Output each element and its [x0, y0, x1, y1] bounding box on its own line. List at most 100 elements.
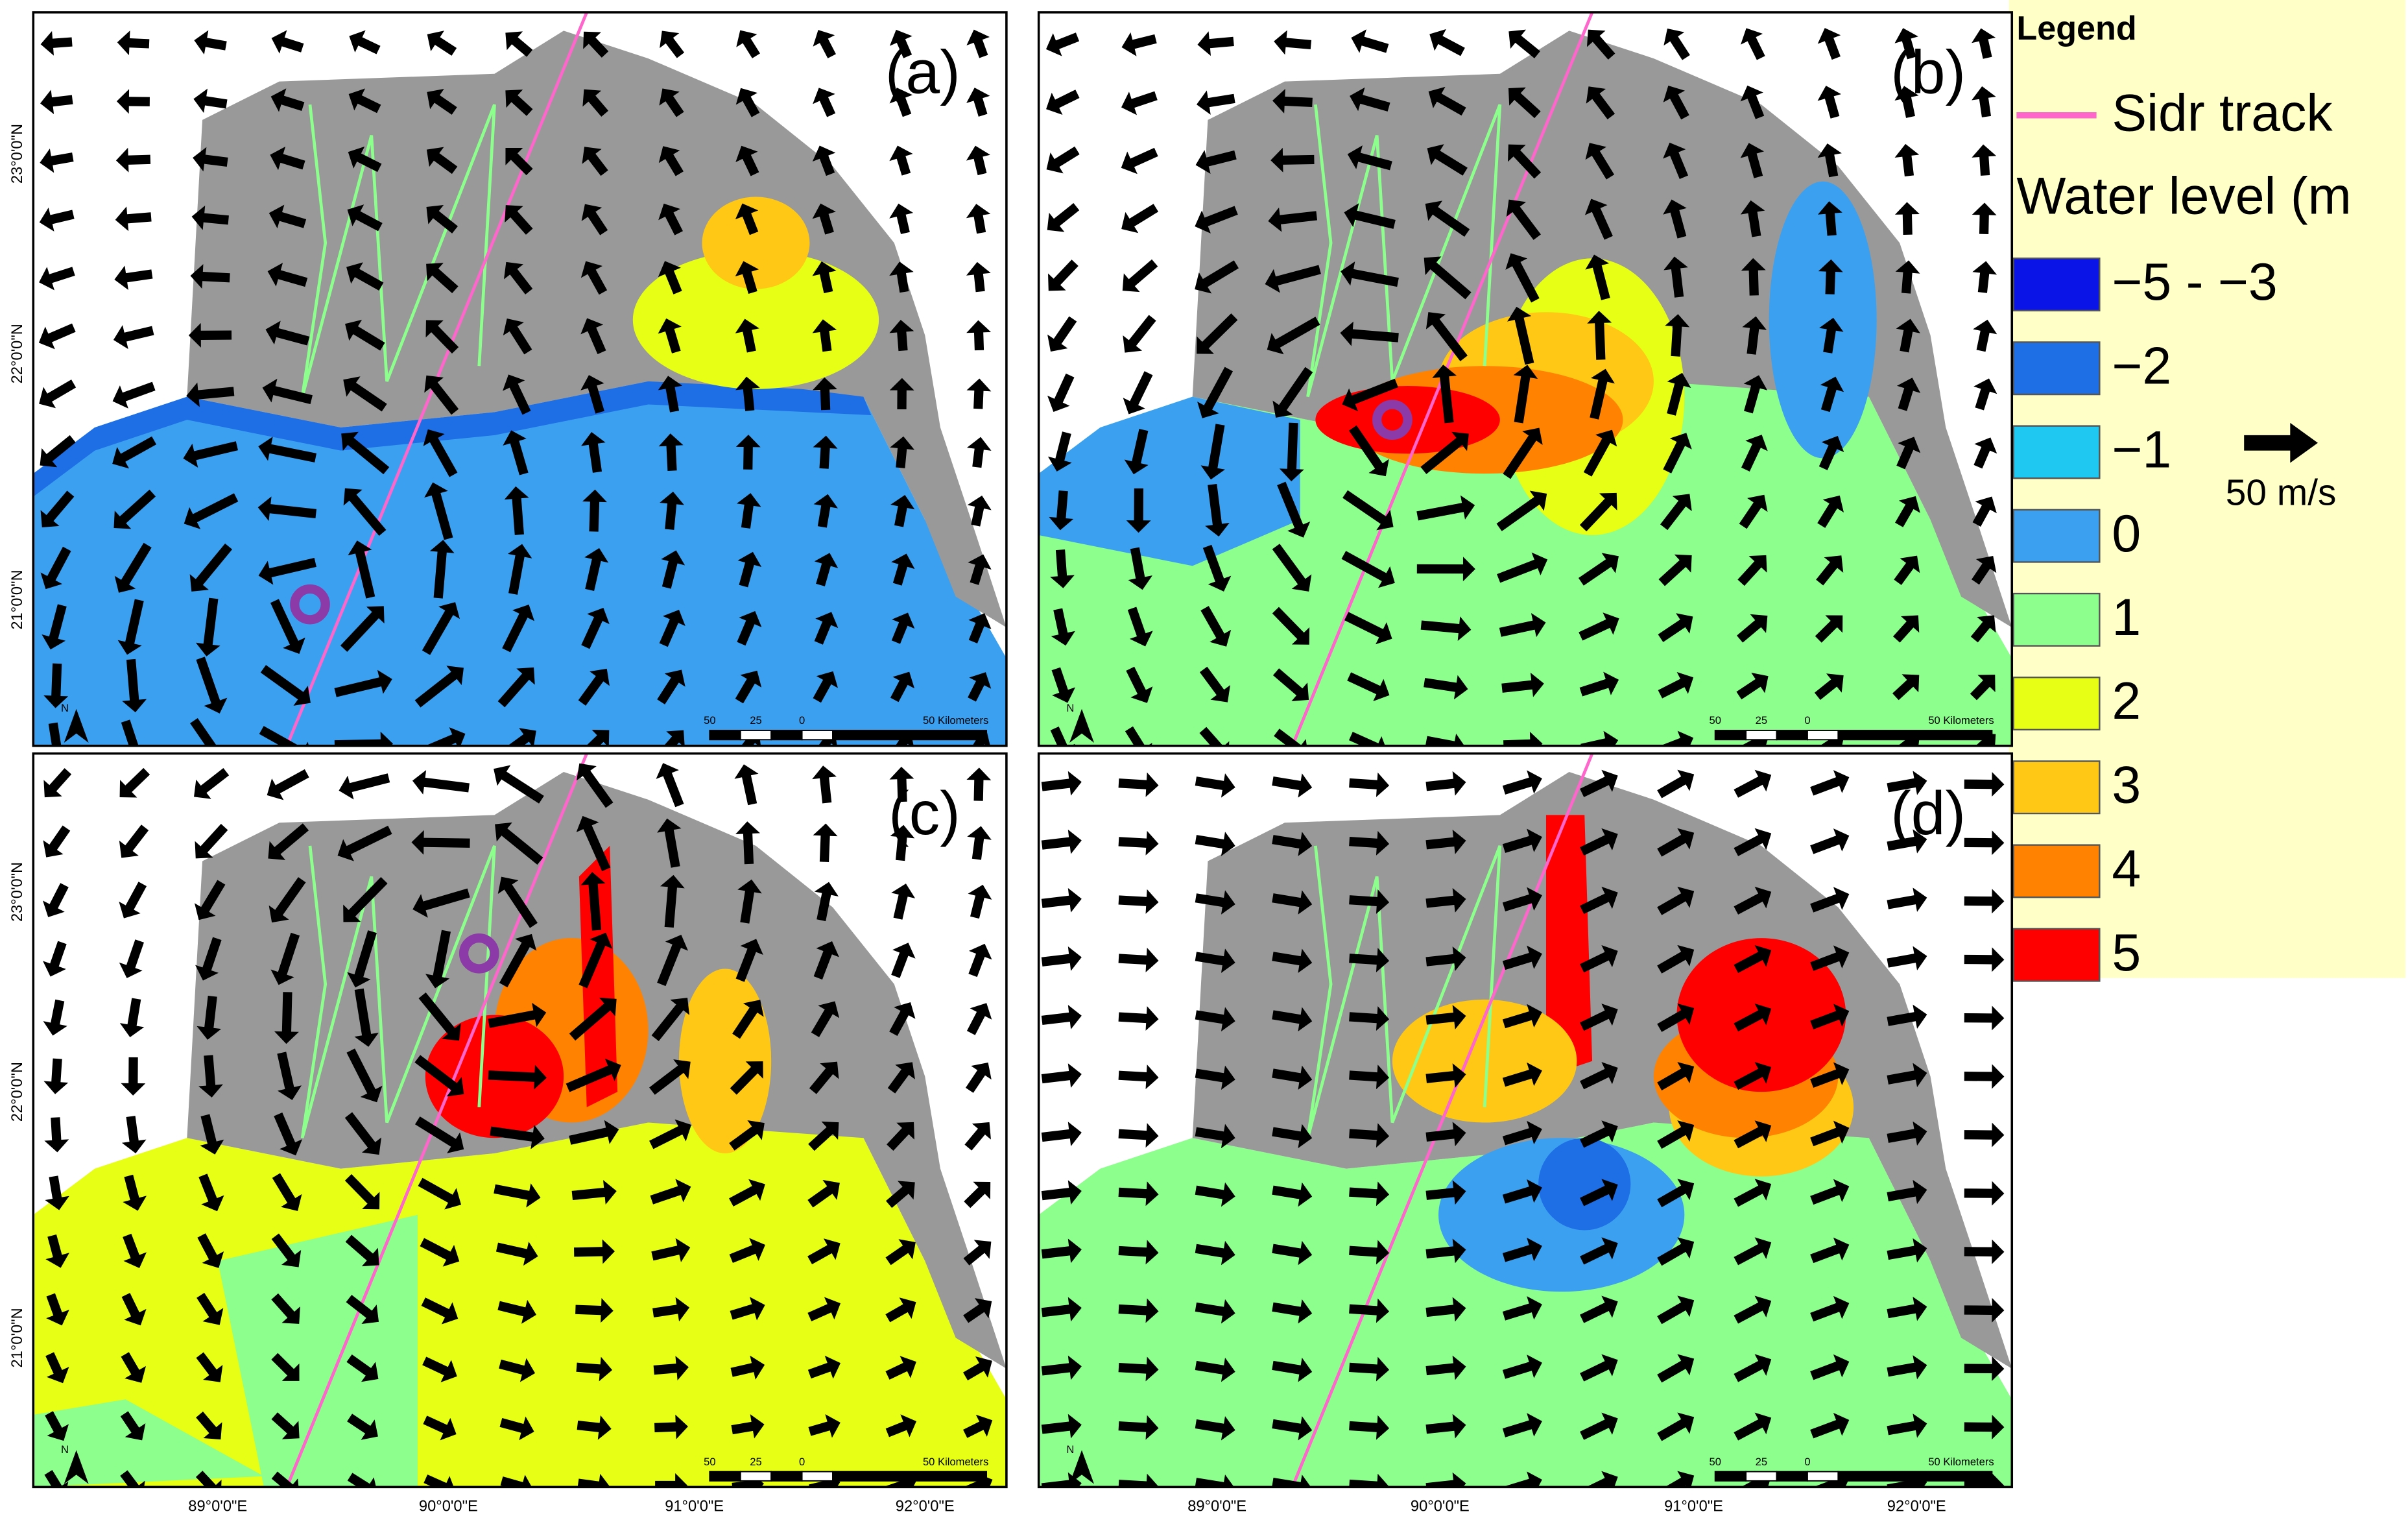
wind-vector [43, 941, 67, 977]
map-content [33, 753, 1007, 1487]
wind-vector [813, 30, 836, 58]
wind-vector [346, 262, 384, 291]
wind-vector [1199, 666, 1230, 703]
wind-vector [1124, 429, 1149, 475]
wind-vector [420, 1238, 460, 1267]
wind-vector [581, 204, 608, 235]
wind-vector [412, 770, 470, 795]
wind-vector [1964, 1415, 2005, 1439]
wind-vector [1895, 496, 1920, 527]
wind-vector [345, 319, 385, 351]
wind-vector [272, 1173, 302, 1211]
wind-vector [1121, 204, 1159, 234]
wind-vector [347, 1473, 378, 1487]
latitude-label: 21°0'0"N [9, 570, 26, 629]
north-arrow [64, 1450, 89, 1484]
wind-vector [1658, 554, 1692, 586]
wind-vector [1277, 481, 1311, 538]
map-content [33, 12, 1007, 746]
wind-vector [963, 1298, 992, 1323]
wind-vector [890, 436, 915, 468]
wind-vector [891, 553, 915, 586]
wind-vector [258, 437, 316, 463]
wind-vector [1425, 1413, 1466, 1439]
wind-vector [1894, 86, 1919, 118]
wind-vector [1041, 1238, 1082, 1264]
wind-vector [814, 553, 839, 586]
wind-vector [966, 261, 991, 293]
wind-vector [1513, 365, 1538, 424]
wind-vector [426, 263, 459, 294]
wind-vector [271, 1233, 302, 1268]
wind-vector [1427, 144, 1468, 176]
wind-vector [1973, 319, 1997, 352]
legend-class-label: −1 [2112, 421, 2171, 479]
wind-vector [812, 377, 837, 411]
wind-vector [1815, 615, 1843, 643]
wind-vector [732, 1000, 764, 1039]
wind-vector [113, 325, 154, 350]
wind-vector [964, 1181, 991, 1208]
wind-vector [1265, 265, 1321, 293]
wind-vector [123, 1174, 147, 1211]
wind-vector [735, 145, 759, 176]
wind-vector [119, 998, 145, 1037]
wind-vector [1814, 673, 1844, 701]
wind-vector [268, 204, 307, 228]
wind-vector [503, 261, 533, 295]
wind-vector [966, 1003, 992, 1035]
wind-vector [1579, 612, 1619, 641]
wind-vector [271, 1293, 300, 1324]
wind-vector [1657, 1295, 1695, 1325]
wind-vector [422, 1356, 457, 1382]
wind-vector [1195, 1416, 1235, 1441]
wind-vector [1587, 311, 1612, 360]
wind-vector [580, 261, 608, 295]
river [300, 845, 496, 1138]
wind-vector [1663, 142, 1689, 179]
wind-vector [1349, 889, 1390, 914]
wind-vector [1972, 202, 1997, 234]
wind-vector [1045, 32, 1080, 56]
wind-vector [1502, 1179, 1542, 1204]
wind-vector [658, 146, 684, 176]
wind-vector [45, 1175, 69, 1210]
panel-label: (a) [885, 38, 960, 107]
wind-vector [735, 821, 760, 865]
wind-vector [497, 876, 538, 928]
wind-vector [1887, 1413, 1927, 1438]
wind-vector [190, 264, 230, 289]
wind-vector [659, 88, 684, 117]
longitude-label: 91°0'0"E [1664, 1498, 1723, 1515]
wind-vector [1663, 256, 1688, 298]
wind-vector [505, 205, 533, 235]
wind-vector [1887, 946, 1927, 970]
wind-vector [1817, 143, 1842, 178]
wind-vector [1041, 1063, 1082, 1088]
wind-vector [117, 599, 144, 655]
wind-vector [1425, 1238, 1466, 1264]
wind-vector [1657, 1120, 1695, 1149]
legend-swatch [2012, 258, 2101, 312]
wind-vector [735, 670, 762, 704]
wind-vector [1658, 613, 1693, 642]
legend-class-label: −2 [2112, 337, 2171, 395]
scale-bar-label: 25 [750, 1456, 761, 1468]
wind-vector [44, 1117, 69, 1153]
wind-vector [729, 1238, 765, 1263]
wind-vector [349, 30, 381, 54]
wind-vector [1342, 490, 1394, 531]
wind-vector [576, 815, 611, 872]
wind-vector [649, 1059, 691, 1095]
wind-vector [1349, 1181, 1390, 1207]
wind-vector [813, 671, 838, 703]
wind-vector [807, 1355, 841, 1379]
wind-vector [966, 29, 990, 58]
latitude-label: 22°0'0"N [9, 324, 26, 383]
wind-vector [1817, 495, 1844, 528]
wind-vector [121, 1116, 147, 1153]
wind-vector [1740, 85, 1765, 119]
wind-vector [39, 379, 77, 409]
wind-vector [414, 1055, 464, 1097]
wind-vector [193, 88, 228, 114]
